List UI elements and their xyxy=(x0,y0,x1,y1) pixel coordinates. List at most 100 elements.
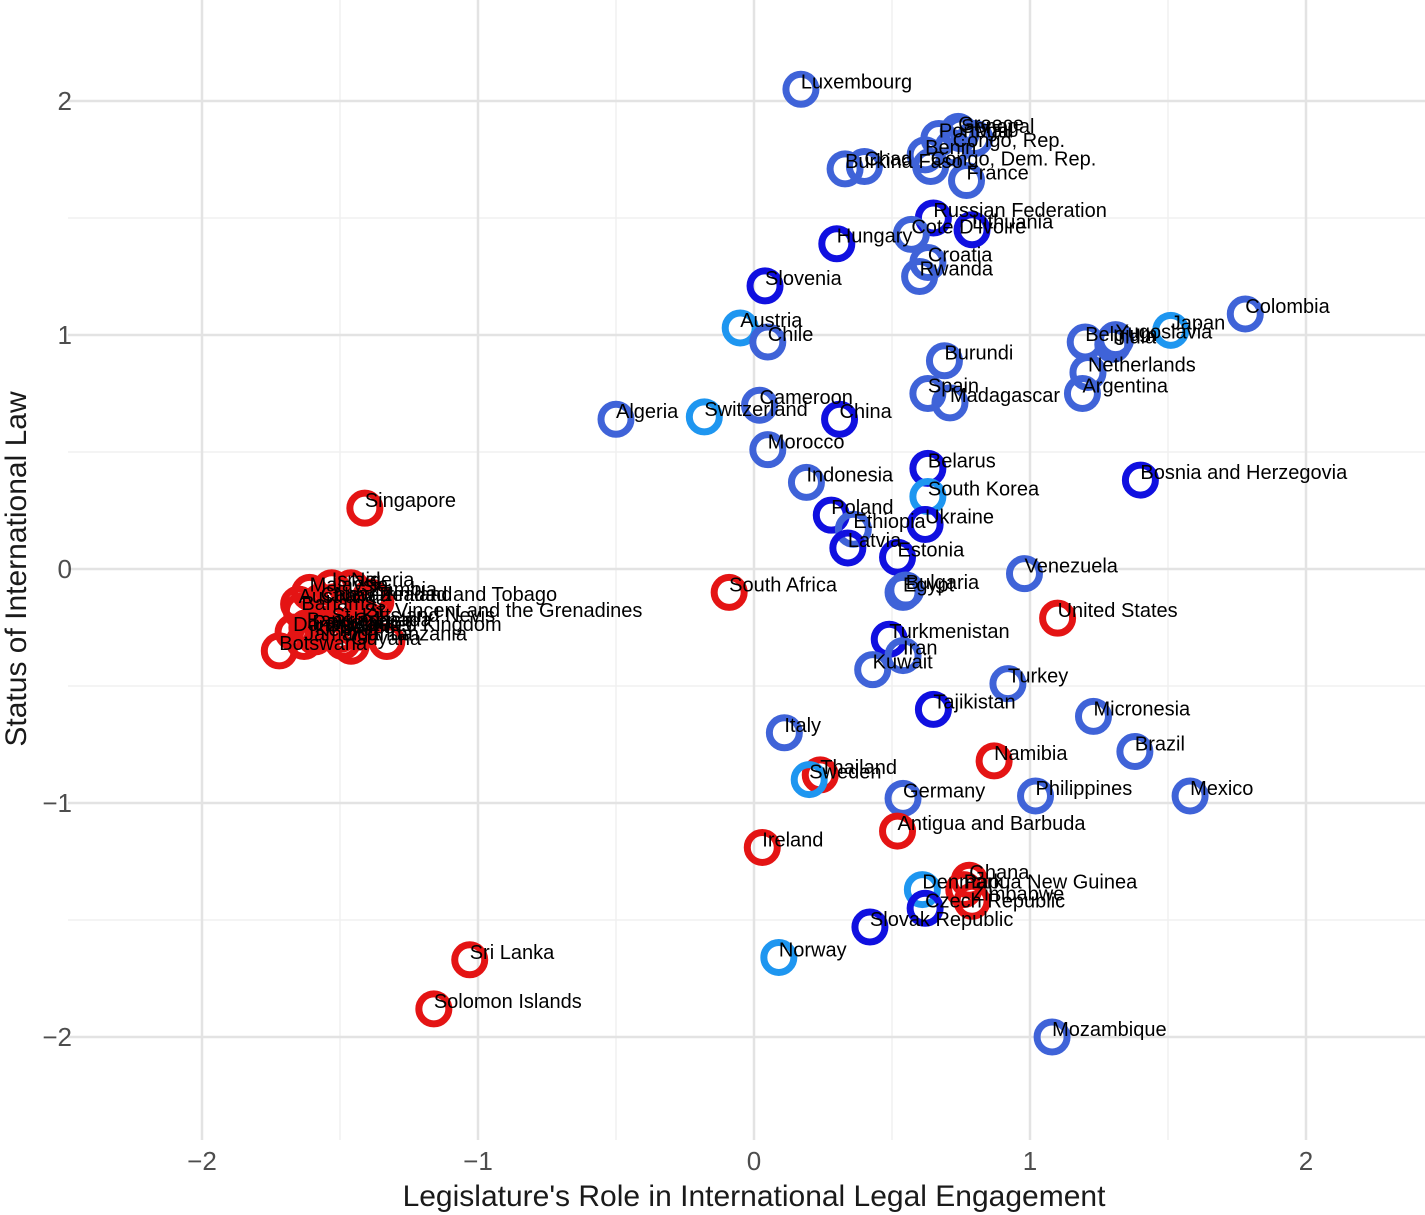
point-label: Nigeria xyxy=(351,570,415,592)
y-tick-label: −1 xyxy=(42,788,72,818)
data-point xyxy=(851,908,889,946)
data-point xyxy=(749,431,787,469)
point-label: Ghana xyxy=(969,862,1030,884)
y-tick-label: 1 xyxy=(58,320,72,350)
point-label: Singapore xyxy=(365,490,456,512)
point-label: Botswana xyxy=(279,633,368,655)
data-point xyxy=(1063,375,1101,412)
point-label: Turkey xyxy=(1008,666,1068,688)
data-point xyxy=(1152,311,1190,349)
data-point xyxy=(597,400,635,438)
point-label: Trinidad and Tobago xyxy=(376,584,557,606)
data-point xyxy=(782,70,820,108)
data-point xyxy=(884,573,922,611)
point-label: Pakistan xyxy=(312,612,389,634)
point-label: Poland xyxy=(831,497,893,519)
data-point xyxy=(948,162,986,200)
point-label: Thailand xyxy=(820,757,897,779)
data-point xyxy=(834,510,872,548)
point-label: United States xyxy=(1058,600,1178,622)
data-point xyxy=(1017,777,1055,815)
point-label: Congo, Dem. Rep. xyxy=(931,149,1097,171)
point-label: Kenya xyxy=(315,619,373,641)
point-label: Chile xyxy=(768,324,814,346)
point-label: Norway xyxy=(779,939,847,961)
data-point xyxy=(1116,733,1154,771)
point-labels: LuxembourgSenegalGreecePortugalMaliCongo… xyxy=(279,71,1348,1041)
x-tick-label: −1 xyxy=(463,1146,493,1176)
point-label: Guyana xyxy=(351,628,422,650)
data-point xyxy=(953,882,991,920)
point-label: Germany xyxy=(903,780,985,802)
data-point xyxy=(1171,777,1209,815)
point-label: Brazil xyxy=(1135,734,1185,756)
data-point xyxy=(1033,1018,1071,1056)
data-point xyxy=(989,665,1027,703)
x-tick-label: 0 xyxy=(747,1146,761,1176)
point-label: Mali xyxy=(975,120,1012,142)
point-label: Grenada xyxy=(354,610,433,632)
point-label: Congo, Rep. xyxy=(953,130,1065,152)
point-label: Ireland xyxy=(762,829,823,851)
point-label: Zimbabwe xyxy=(972,883,1064,905)
point-label: Papua New Guinea xyxy=(964,872,1138,894)
point-label: Uganda xyxy=(343,624,414,646)
point-label: Slovenia xyxy=(765,268,843,290)
point-label: South Korea xyxy=(928,478,1040,500)
point-label: India xyxy=(1113,326,1157,348)
point-label: Chad xyxy=(864,149,912,171)
point-label: Belgium xyxy=(1085,324,1157,346)
data-point xyxy=(845,148,883,186)
point-label: Egypt xyxy=(903,574,955,596)
data-point xyxy=(1226,295,1264,333)
data-point xyxy=(953,211,991,249)
point-label: Kuwait xyxy=(873,652,933,674)
point-label: Iran xyxy=(903,638,937,660)
data-point xyxy=(760,938,798,976)
point-label: Croatia xyxy=(928,244,993,266)
data-point xyxy=(912,148,950,186)
point-label: Antigua and Barbuda xyxy=(898,813,1087,835)
data-point xyxy=(906,506,944,544)
data-point xyxy=(451,941,489,979)
point-label: Greece xyxy=(958,113,1024,135)
point-label: Jamaica xyxy=(304,624,379,646)
point-label: Bulgaria xyxy=(906,572,980,594)
point-label: Czech Republic xyxy=(925,890,1065,912)
data-point xyxy=(260,632,298,670)
data-point xyxy=(925,342,963,380)
point-label: Ukraine xyxy=(925,507,994,529)
data-point xyxy=(1069,353,1107,391)
point-label: Cote D'Ivoire xyxy=(911,216,1026,238)
point-label: Senegal xyxy=(961,116,1034,138)
point-label: Colombia xyxy=(1245,296,1330,318)
major-gridlines xyxy=(68,0,1425,1140)
data-point xyxy=(854,651,892,689)
y-axis-tick-labels: −2 −1 0 1 2 xyxy=(42,86,72,1052)
point-label: Venezuela xyxy=(1024,556,1118,578)
data-point xyxy=(332,627,370,665)
point-label: Philippines xyxy=(1036,778,1133,800)
point-label: Benin xyxy=(925,137,976,159)
point-label: Mexico xyxy=(1190,778,1253,800)
data-point xyxy=(892,215,930,253)
point-label: United Kingdom xyxy=(359,614,501,636)
data-point xyxy=(1039,599,1077,637)
data-point xyxy=(721,309,759,347)
point-label: China xyxy=(840,401,893,423)
point-label: Switzerland xyxy=(704,399,807,421)
point-label: Dominica xyxy=(293,614,377,636)
point-label: Belarus xyxy=(928,450,996,472)
point-label: Canada xyxy=(321,584,392,606)
minor-gridlines xyxy=(68,0,1425,1140)
y-axis-title: Status of International Law xyxy=(0,391,33,747)
point-label: France xyxy=(967,163,1029,185)
point-label: Bosnia and Herzegovia xyxy=(1140,462,1348,484)
point-label: Mozambique xyxy=(1052,1019,1167,1041)
data-point xyxy=(1094,325,1132,363)
data-point xyxy=(901,258,939,295)
data-point xyxy=(818,225,856,263)
point-label: St. Vincent and the Grenadines xyxy=(365,600,643,622)
point-label: Indonesia xyxy=(806,464,894,486)
